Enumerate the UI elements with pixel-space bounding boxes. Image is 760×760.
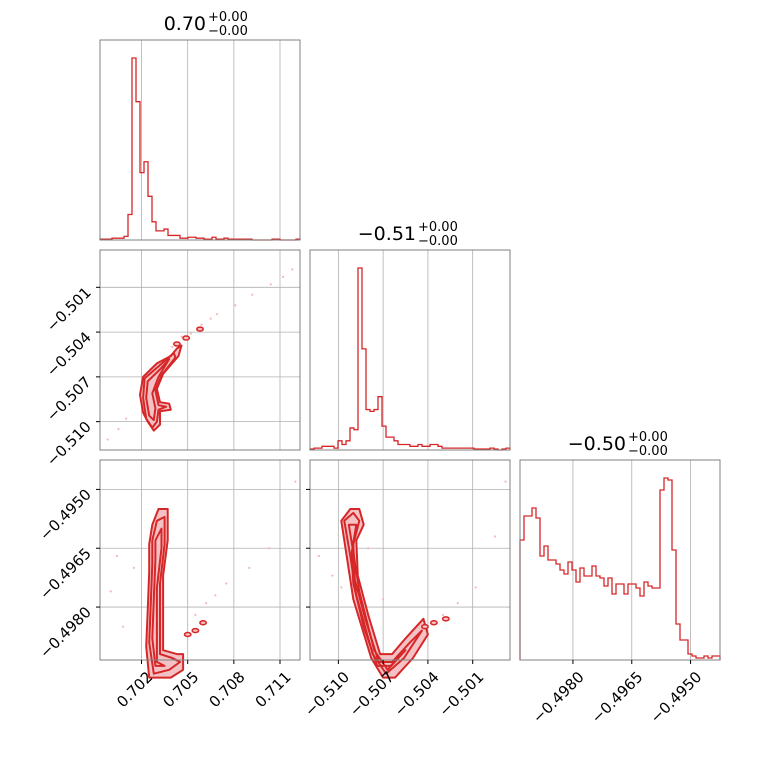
contour-level-2 xyxy=(151,527,166,667)
title-1-minus: −0.00 xyxy=(418,234,458,249)
sample-point xyxy=(291,268,294,271)
contour-blob xyxy=(183,631,192,638)
sample-point xyxy=(281,275,285,278)
contour-blob xyxy=(172,341,181,347)
panel-frame xyxy=(309,249,511,451)
contour-level-2 xyxy=(347,523,407,671)
x-tick-label: −0.4965 xyxy=(588,668,647,727)
panel-frame xyxy=(99,39,301,241)
sample-point xyxy=(194,613,197,617)
sample-point xyxy=(132,566,135,569)
sample-point xyxy=(493,535,497,538)
panel-2-2 xyxy=(572,460,691,660)
panel-2-0 xyxy=(100,460,300,660)
y-tick-label: −0.501 xyxy=(43,283,95,335)
contour-level-1 xyxy=(148,515,181,675)
sample-point xyxy=(331,574,334,577)
sample-point xyxy=(294,480,297,483)
panel-0-0 xyxy=(141,40,281,240)
sample-point xyxy=(106,438,109,441)
sample-point xyxy=(248,566,251,569)
sample-point xyxy=(474,586,477,589)
pair-2-1 xyxy=(317,480,507,679)
sample-point xyxy=(456,602,459,605)
title-2: −0.50 xyxy=(568,433,626,455)
y-tick-label: −0.4980 xyxy=(36,603,95,662)
title-0-plus: +0.00 xyxy=(208,10,248,25)
x-tick-label: −0.4950 xyxy=(647,668,706,727)
x-tick-label: 0.708 xyxy=(205,668,248,711)
sample-point xyxy=(109,590,112,593)
sample-point xyxy=(504,480,507,483)
sample-point xyxy=(209,317,212,320)
panel-frame xyxy=(309,459,511,661)
y-tick-label: −0.507 xyxy=(43,373,95,425)
title-0-minus: −0.00 xyxy=(208,24,248,39)
contour-level-2 xyxy=(145,358,171,422)
title-1-plus: +0.00 xyxy=(418,220,458,235)
sample-point xyxy=(269,283,272,286)
x-tick-label: −0.504 xyxy=(391,668,443,720)
x-tick-label: 0.711 xyxy=(252,668,295,711)
sample-point xyxy=(225,582,228,585)
y-tick-label: −0.510 xyxy=(43,418,95,470)
sample-point xyxy=(317,554,321,558)
panel-1-0 xyxy=(100,250,300,450)
y-tick-label: −0.4950 xyxy=(36,486,95,545)
pair-1-0 xyxy=(106,268,294,441)
x-tick-label: −0.501 xyxy=(435,668,487,720)
panel-frame xyxy=(99,249,301,451)
sample-point xyxy=(200,323,203,326)
contour-blob xyxy=(199,619,208,626)
contour-blob xyxy=(191,627,200,634)
sample-point xyxy=(214,594,217,597)
sample-point xyxy=(205,602,208,605)
contour-blob xyxy=(196,326,204,332)
y-tick-label: −0.4965 xyxy=(36,544,95,603)
histogram-0 xyxy=(99,57,301,241)
pair-2-0 xyxy=(109,480,297,679)
contour-blob xyxy=(182,335,191,341)
sample-point xyxy=(125,417,128,420)
sample-point xyxy=(115,554,119,558)
x-tick-label: −0.507 xyxy=(346,668,398,720)
histogram-2 xyxy=(519,477,721,660)
histogram-1 xyxy=(309,267,511,451)
sample-point xyxy=(441,613,444,617)
title-2-minus: −0.00 xyxy=(628,444,668,459)
contour-level-1 xyxy=(142,352,177,429)
sample-point xyxy=(117,428,120,431)
sample-point xyxy=(234,304,237,307)
x-tick-label: −0.4980 xyxy=(529,668,588,727)
sample-point xyxy=(215,313,219,316)
contour-blob xyxy=(420,623,429,630)
y-tick-label: −0.504 xyxy=(43,328,95,380)
panel-frame xyxy=(99,459,301,661)
panel-1-1 xyxy=(337,250,474,450)
sample-point xyxy=(367,547,370,550)
sample-point xyxy=(382,598,385,601)
title-1: −0.51 xyxy=(358,223,416,245)
x-tick-label: −0.510 xyxy=(301,668,353,720)
x-tick-label: 0.702 xyxy=(113,668,156,711)
sample-point xyxy=(171,345,174,349)
panel-2-1 xyxy=(310,460,510,660)
contour-blob xyxy=(429,619,438,626)
sample-point xyxy=(189,332,192,335)
panel-frame xyxy=(519,459,721,661)
sample-point xyxy=(251,293,254,296)
sample-point xyxy=(268,547,271,550)
sample-point xyxy=(180,335,183,338)
sample-point xyxy=(121,625,125,628)
title-0: 0.70 xyxy=(164,13,206,35)
sample-point xyxy=(340,586,343,589)
contour-blob xyxy=(441,616,450,622)
contour-level-1 xyxy=(343,511,423,675)
title-2-plus: +0.00 xyxy=(628,430,668,445)
